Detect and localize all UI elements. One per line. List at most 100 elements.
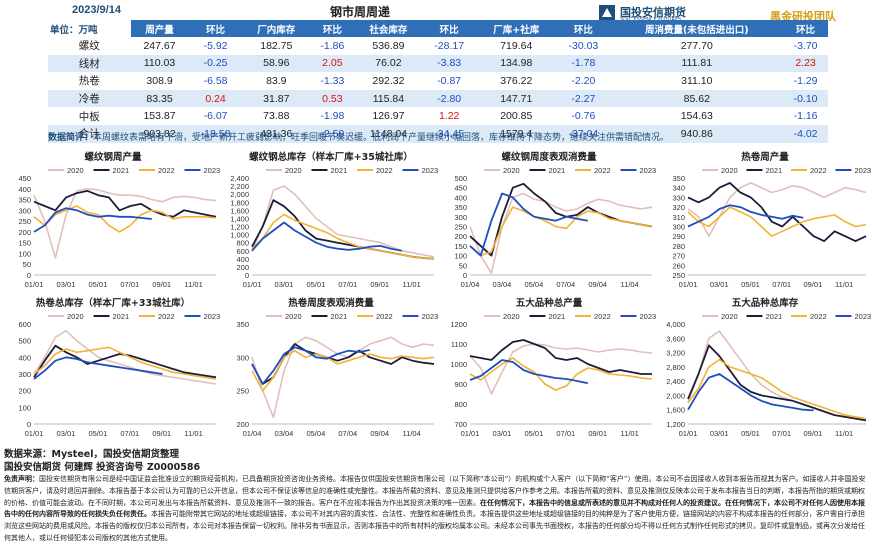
analyst-info: 国投安信期货 何建辉 投资咨询号 Z0000586 — [4, 462, 201, 473]
chart-title: 热卷周产量 — [741, 151, 789, 163]
legend-label: 2023 — [422, 312, 439, 321]
x-tick-label: 11/01 — [621, 429, 639, 438]
chart-title: 热卷总库存（样本厂库+33城社库） — [36, 297, 190, 309]
table-cell: 247.67 — [143, 39, 176, 52]
y-tick-label: 900 — [454, 380, 467, 389]
x-tick-label: 07/01 — [772, 429, 791, 438]
row-label: 热卷 — [78, 75, 100, 88]
report-title: 钢市周周递 — [330, 5, 391, 19]
table-cell: -2.59 — [309, 124, 355, 143]
y-tick-label: 50 — [23, 260, 31, 269]
y-tick-label: 1000 — [450, 360, 467, 369]
y-tick-label: 450 — [454, 184, 467, 193]
legend-label: 2023 — [855, 312, 872, 321]
y-tick-label: 2,400 — [230, 174, 249, 183]
chart-title: 螺纹钢总库存（样本厂库+35城社库） — [249, 151, 413, 163]
disclaimer-head: 免责声明： — [4, 475, 39, 483]
legend-label: 2021 — [331, 166, 348, 175]
table-cell: 83.35 — [130, 89, 189, 108]
legend-label: 2022 — [594, 312, 611, 321]
table-cell: 115.84 — [354, 89, 423, 108]
table-cell: 83.9 — [266, 74, 287, 87]
table-cell: 0.24 — [188, 89, 243, 108]
table-cell: -0.10 — [783, 89, 828, 108]
y-tick-label: 300 — [672, 223, 685, 232]
table-cell: 1579.4 — [476, 124, 557, 143]
table-cell: -18.58 — [188, 124, 243, 143]
data-comment: 数据简评：本周螺纹表需略有下滑，受地产新开工疲弱影响，旺季回暖节奏迟缓。低利润下… — [48, 130, 669, 143]
y-tick-label: 290 — [672, 232, 685, 241]
legend-label: 2022 — [158, 312, 175, 321]
chart-7: 五大品种总产量 2020 2021 2022 2023 700 800 900 1000 1100… — [440, 296, 658, 444]
table-cell: -0.76 — [571, 110, 596, 123]
x-tick-label: 01/01 — [25, 280, 44, 289]
table-cell: 76.02 — [354, 54, 423, 73]
x-tick-label: 09/04 — [370, 429, 389, 438]
y-tick-label: 200 — [18, 387, 31, 396]
table-cell: 153.87 — [143, 110, 176, 123]
x-tick-label: 07/01 — [120, 429, 139, 438]
table-header-cell: 周产量 — [130, 20, 189, 37]
table-cell: 536.89 — [372, 39, 405, 52]
legend-label: 2021 — [766, 312, 783, 321]
table-header-cell: 厂内库存 — [242, 20, 310, 37]
x-tick-label: 03/01 — [710, 429, 729, 438]
legend-label: 2020 — [721, 166, 738, 175]
y-tick-label: 150 — [454, 242, 467, 251]
y-tick-label: 400 — [18, 353, 31, 362]
x-tick-label: 01/04 — [461, 280, 480, 289]
row-label: 合计 — [48, 124, 131, 143]
legend-label: 2020 — [721, 312, 738, 321]
series-line-2023 — [251, 221, 403, 252]
chart-3: 螺纹钢周度表观消费量 2020 2021 2022 2023 0 50 100 150 200 25… — [440, 150, 658, 295]
table-cell: -1.29 — [793, 74, 818, 87]
legend-label: 2020 — [67, 312, 84, 321]
chart-svg: 螺纹钢周度表观消费量 2020 2021 2022 2023 05010015020025… — [454, 151, 656, 289]
x-tick-label: 07/04 — [556, 280, 575, 289]
chart-title: 热卷周度表观消费量 — [288, 297, 374, 309]
table-cell: 277.70 — [680, 39, 713, 52]
x-tick-label: 09/01 — [152, 280, 171, 289]
legend-label: 2023 — [204, 166, 221, 175]
legend-label: 2021 — [549, 166, 566, 175]
comment-label: 数据简评： — [48, 133, 94, 143]
series-line-2021 — [687, 344, 867, 422]
y-tick-label: 0 — [463, 271, 467, 280]
row-label: 冷卷 — [48, 89, 131, 108]
legend-label: 2022 — [158, 166, 175, 175]
y-tick-label: 250 — [454, 223, 467, 232]
table-cell: -1.98 — [320, 110, 345, 123]
y-tick-label: 250 — [18, 217, 31, 226]
y-tick-label: 1,000 — [230, 231, 249, 240]
data-source: 数据来源：Mysteel，国投安信期货整理 — [4, 449, 179, 460]
series-line-2020 — [687, 182, 867, 237]
table-cell: 2.05 — [309, 54, 355, 73]
y-tick-label: 2,000 — [666, 391, 685, 400]
table-header-cell: 社会库存 — [354, 20, 423, 37]
series-line-2022 — [687, 358, 867, 420]
table-row: 冷卷 83.35 0.24 31.87 0.53 115.84 -2.80 147.71 -2.… — [48, 89, 828, 108]
table-cell: 111.81 — [610, 54, 784, 73]
y-tick-label: 1100 — [451, 340, 467, 349]
x-tick-label: 03/01 — [710, 280, 729, 289]
table-cell: 1148.04 — [354, 124, 423, 143]
y-tick-label: 500 — [18, 337, 31, 346]
series-line-2023 — [33, 356, 163, 380]
series-line-2020 — [251, 185, 435, 258]
series-line-2021 — [33, 190, 217, 218]
y-tick-label: 0 — [245, 271, 249, 280]
y-tick-label: 0 — [27, 420, 31, 429]
x-tick-label: 03/01 — [275, 280, 294, 289]
table-header-cell: 环比 — [309, 20, 355, 37]
table-cell: -30.03 — [568, 39, 599, 52]
legend-label: 2023 — [640, 312, 657, 321]
table-cell: -2.80 — [422, 89, 477, 108]
table-cell: 903.82 — [130, 124, 189, 143]
table-cell: -6.58 — [203, 74, 228, 87]
series-line-2020 — [33, 329, 217, 385]
y-tick-label: 0 — [27, 271, 31, 280]
table-header-row: 单位：万吨 周产量 环比 厂内库存 环比 社会库存 环比 厂库+社库 环比 周消费量(未包括进出口… — [48, 20, 828, 37]
y-tick-label: 2,400 — [666, 377, 685, 386]
table-cell: 85.62 — [610, 89, 784, 108]
legend-label: 2023 — [204, 312, 221, 321]
